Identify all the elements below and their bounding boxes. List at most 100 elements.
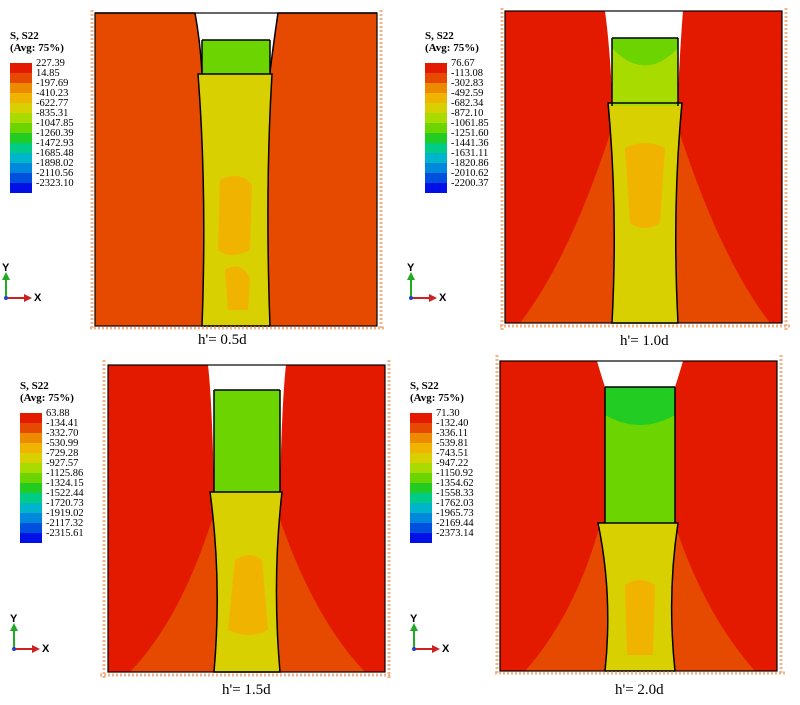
legend-value: -2110.56 <box>36 168 74 179</box>
legend-row: -134.41 <box>20 418 140 433</box>
legend-swatch <box>410 473 432 483</box>
legend-value: -1685.48 <box>36 148 74 159</box>
legend-swatch <box>10 173 32 183</box>
legend-row: -492.59 <box>425 88 545 103</box>
legend-value: -729.28 <box>46 448 79 459</box>
legend-row: 14.85 <box>10 68 130 83</box>
legend-value: -622.77 <box>36 98 69 109</box>
legend-value: -927.57 <box>46 458 79 469</box>
legend-row: 71.30 <box>410 408 530 423</box>
legend-swatch <box>10 163 32 173</box>
legend: S, S22 (Avg: 75%) 63.88 -134.41 -332.70 -53… <box>20 380 140 543</box>
legend-value: -1631.11 <box>451 148 489 159</box>
legend-row: -1150.92 <box>410 468 530 483</box>
legend-row: -1558.33 <box>410 488 530 503</box>
legend-title: S, S22 <box>10 30 39 42</box>
legend-swatch <box>425 73 447 83</box>
legend-row: -1522.44 <box>20 488 140 503</box>
legend-swatch <box>410 523 432 533</box>
axis-arrows-icon <box>407 272 437 302</box>
legend-swatch <box>410 423 432 433</box>
legend-row: -1324.15 <box>20 478 140 493</box>
legend-value: -1125.86 <box>46 468 84 479</box>
legend-value: -1441.36 <box>451 138 489 149</box>
legend-value: 63.88 <box>46 408 70 419</box>
contour-model <box>90 10 385 330</box>
legend-swatch <box>410 433 432 443</box>
legend-row: -2373.14 <box>410 528 530 543</box>
y-axis-label: Y <box>10 613 18 625</box>
legend-value: -113.08 <box>451 68 483 79</box>
legend-value: -410.23 <box>36 88 69 99</box>
legend-row: -2323.10 <box>10 178 130 193</box>
legend-swatch <box>425 163 447 173</box>
legend-row: -729.28 <box>20 448 140 463</box>
legend-row: -410.23 <box>10 88 130 103</box>
legend-value: -302.83 <box>451 78 484 89</box>
legend-value: -2010.62 <box>451 168 489 179</box>
legend-swatch <box>20 443 42 453</box>
panel-caption: h'= 1.0d <box>620 333 669 349</box>
panel-h-2-0d: S, S22 (Avg: 75%) 71.30 -132.40 -336.11 -53… <box>400 355 800 705</box>
legend-value: 71.30 <box>436 408 460 419</box>
legend-row: 76.67 <box>425 58 545 73</box>
legend-value: -1324.15 <box>46 478 84 489</box>
legend-swatch <box>425 133 447 143</box>
legend-row: -1720.73 <box>20 498 140 513</box>
legend-swatch <box>425 93 447 103</box>
legend-swatch <box>410 503 432 513</box>
legend-value: -1762.03 <box>436 498 474 509</box>
legend-swatch <box>10 153 32 163</box>
legend-swatch <box>425 143 447 153</box>
legend-swatch <box>20 473 42 483</box>
legend-swatch <box>425 63 447 73</box>
legend-row: -1061.85 <box>425 118 545 133</box>
legend-swatch <box>410 483 432 493</box>
legend-swatch <box>20 483 42 493</box>
legend-swatch <box>425 113 447 123</box>
legend-swatch <box>10 123 32 133</box>
axis-arrows-icon <box>410 623 440 653</box>
legend-swatch <box>10 73 32 83</box>
legend-row: -1260.39 <box>10 128 130 143</box>
legend-row: -1125.86 <box>20 468 140 483</box>
legend-swatch <box>10 103 32 113</box>
legend-row: -1898.02 <box>10 158 130 173</box>
panel-h-1-5d: S, S22 (Avg: 75%) 63.88 -134.41 -332.70 -53… <box>0 355 400 705</box>
legend-row: -1354.62 <box>410 478 530 493</box>
axis-arrows-icon <box>2 272 32 302</box>
panel-caption: h'= 1.5d <box>222 682 271 698</box>
contour-model <box>495 355 785 675</box>
legend-swatch <box>425 173 447 183</box>
legend-value: -132.40 <box>436 418 469 429</box>
legend-subtitle: (Avg: 75%) <box>10 42 64 54</box>
legend-row: 63.88 <box>20 408 140 423</box>
legend-row: -743.51 <box>410 448 530 463</box>
legend-swatch <box>20 503 42 513</box>
legend-swatch <box>20 533 42 543</box>
legend-row: -1631.11 <box>425 148 545 163</box>
legend-row: -927.57 <box>20 458 140 473</box>
legend-swatch <box>425 123 447 133</box>
legend-row: -835.31 <box>10 108 130 123</box>
contour-model <box>100 360 392 680</box>
legend-swatch <box>10 63 32 73</box>
legend-subtitle: (Avg: 75%) <box>410 392 464 404</box>
legend-value: 76.67 <box>451 58 475 69</box>
legend-swatch <box>425 83 447 93</box>
legend-value: -1898.02 <box>36 158 74 169</box>
legend-row: -1685.48 <box>10 148 130 163</box>
contour-model <box>500 8 790 330</box>
legend-subtitle: (Avg: 75%) <box>20 392 74 404</box>
legend-value: -2200.37 <box>451 178 489 189</box>
legend-value: -1251.60 <box>451 128 489 139</box>
legend-value: -336.11 <box>436 428 468 439</box>
legend-row: -622.77 <box>10 98 130 113</box>
legend-swatch <box>20 433 42 443</box>
legend-value: -682.34 <box>451 98 484 109</box>
legend-swatch <box>20 513 42 523</box>
legend-value: -134.41 <box>46 418 79 429</box>
legend-swatch <box>10 113 32 123</box>
legend-row: -2117.32 <box>20 518 140 533</box>
legend-swatch <box>410 463 432 473</box>
